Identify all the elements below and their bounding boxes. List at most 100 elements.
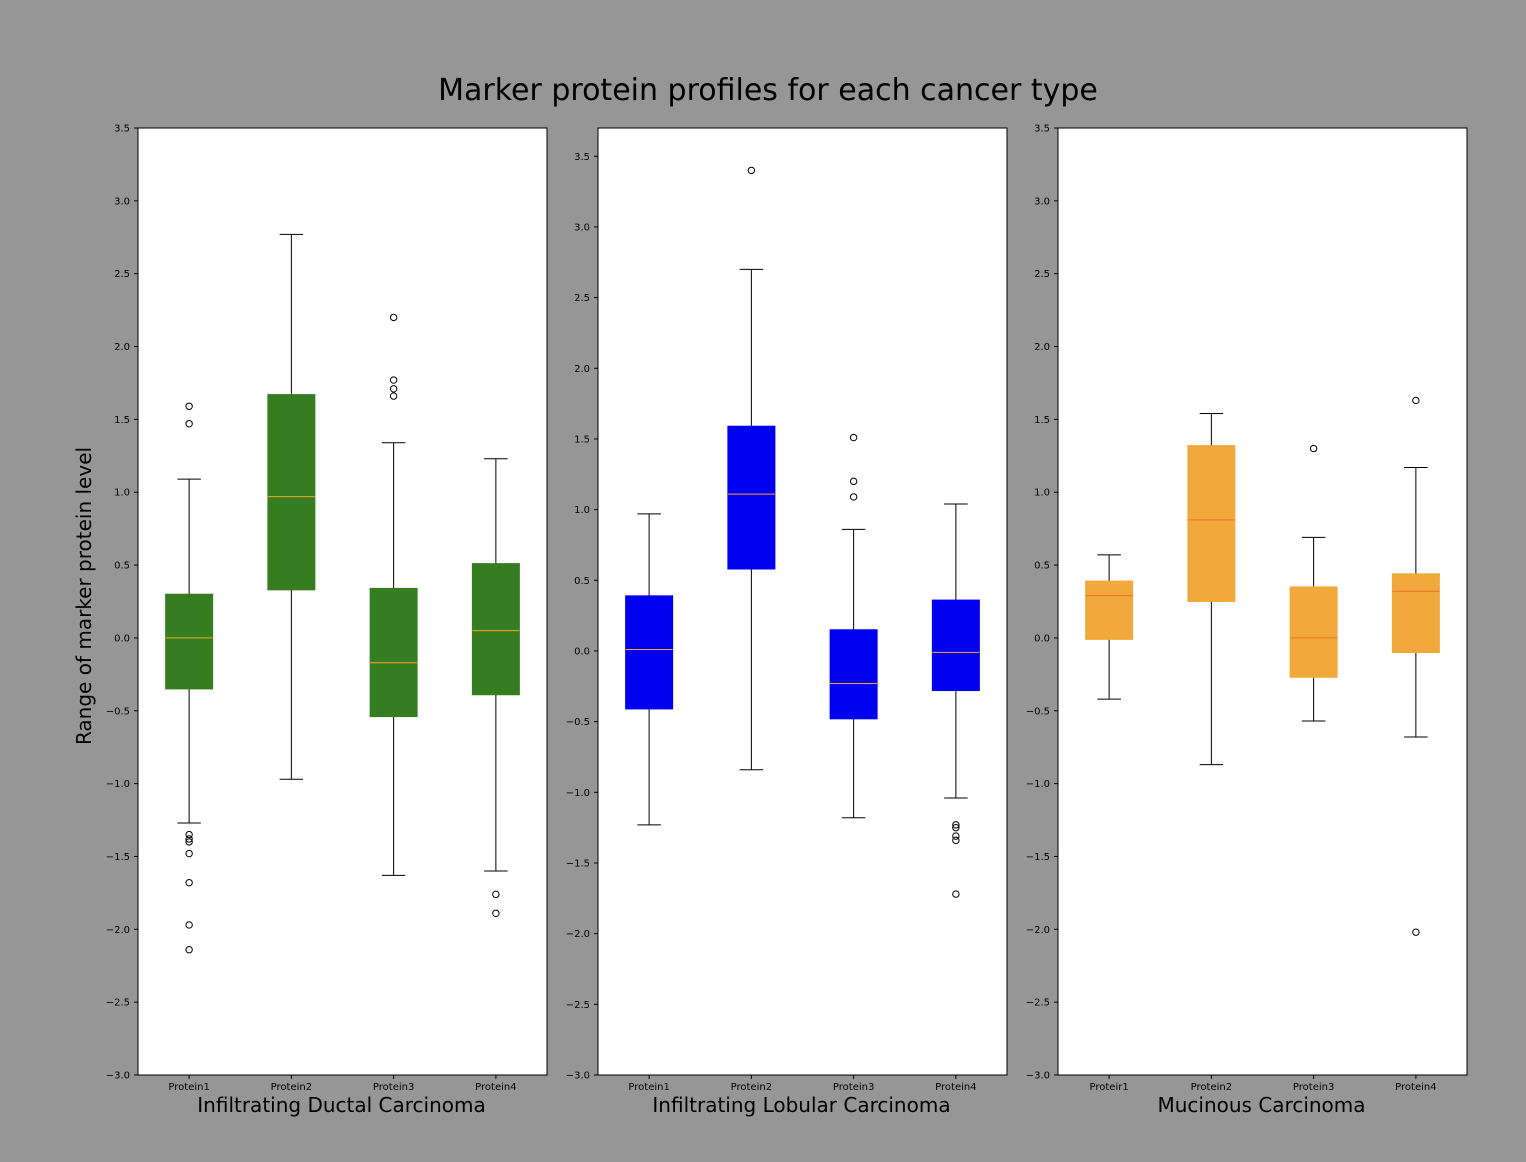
outlier-point — [389, 313, 398, 322]
outlier-point — [492, 909, 500, 917]
y-tick-label: −2.5 — [106, 998, 130, 1009]
y-tick-label: 3.5 — [114, 124, 130, 135]
outlier-point — [185, 830, 193, 839]
box-2 — [727, 166, 776, 771]
outlier-point — [185, 921, 193, 929]
x-tick-label: Protein2 — [271, 1082, 312, 1093]
outlier-point — [185, 402, 193, 410]
panel-3: 3.5 3.0 2.5 2.0 1.5 1.0 0.5 0.0 −0.5 −1.0 −1.5 −2.0… — [1026, 124, 1468, 1117]
iqr-box — [1187, 445, 1236, 602]
outlier-point — [185, 835, 193, 843]
y-tick-label: −1.0 — [566, 788, 590, 799]
outlier-point — [952, 890, 960, 898]
y-tick-label: −1.0 — [106, 779, 130, 790]
iqr-box — [267, 394, 316, 591]
box-3 — [829, 433, 878, 819]
outlier-point — [849, 493, 858, 501]
outlier-point — [389, 376, 398, 384]
iqr-box — [1391, 573, 1440, 653]
panel-2: 3.5 3.0 2.5 2.0 1.5 1.0 0.5 0.0 −0.5 −1.0 −1.5 −2.0… — [566, 127, 1008, 1117]
panel-title: Infiltrating Lobular Carcinoma — [652, 1093, 950, 1117]
y-tick-label: 1.0 — [114, 488, 130, 499]
y-tick-label: 3.0 — [574, 222, 590, 233]
panel-1: 3.5 3.0 2.5 2.0 1.5 1.0 0.5 0.0 −0.5 −1.0 −1.5 −2.0… — [106, 124, 548, 1117]
outlier-point — [1412, 396, 1420, 405]
outlier-point — [185, 838, 193, 846]
iqr-box — [1085, 580, 1134, 640]
box-2 — [267, 233, 316, 780]
y-tick-label: −2.0 — [1026, 925, 1050, 936]
y-tick-label: −3.0 — [1026, 1071, 1050, 1082]
x-tick-label: Proteir1 — [1090, 1082, 1129, 1093]
x-tick-label: Protein2 — [731, 1082, 772, 1093]
y-tick-label: 1.5 — [1034, 415, 1050, 426]
x-tick-label: Protein1 — [628, 1082, 669, 1093]
iqr-box — [625, 595, 674, 710]
x-tick-label: Protein4 — [935, 1082, 976, 1093]
outlier-point — [1309, 444, 1318, 453]
y-tick-label: 2.5 — [114, 269, 130, 280]
y-tick-label: −2.0 — [106, 925, 130, 936]
y-tick-label: −0.5 — [566, 717, 590, 728]
box-4 — [471, 458, 520, 917]
y-tick-label: −2.5 — [1026, 998, 1050, 1009]
outlier-point — [389, 385, 398, 393]
outlier-point — [492, 890, 500, 899]
y-tick-label: 2.5 — [1034, 269, 1050, 280]
outlier-point — [952, 836, 960, 845]
y-tick-label: 0.0 — [114, 633, 130, 644]
y-tick-label: −1.5 — [1026, 852, 1050, 863]
outlier-point — [952, 821, 960, 829]
iqr-box — [931, 599, 980, 692]
y-tick-label: 0.5 — [114, 561, 130, 572]
x-tick-label: Protein4 — [1395, 1082, 1436, 1093]
outlier-point — [952, 832, 960, 840]
y-tick-label: −2.5 — [566, 1000, 590, 1011]
box-3 — [1289, 444, 1338, 722]
x-tick-label: Protein3 — [833, 1082, 874, 1093]
figure-title: Marker protein profiles for each cancer … — [438, 73, 1098, 108]
y-tick-label: 1.5 — [114, 415, 130, 426]
y-tick-label: 0.0 — [1034, 633, 1050, 644]
y-tick-label: 3.5 — [1034, 124, 1050, 135]
x-tick-label: Protein3 — [373, 1082, 414, 1093]
y-tick-label: −1.5 — [566, 858, 590, 869]
x-tick-label: Protein4 — [475, 1082, 516, 1093]
x-tick-label: Protein2 — [1191, 1082, 1232, 1093]
outlier-point — [747, 166, 756, 175]
y-tick-label: 0.5 — [1034, 561, 1050, 572]
y-tick-label: −1.5 — [106, 852, 130, 863]
y-tick-label: −3.0 — [566, 1071, 590, 1082]
outlier-point — [185, 878, 193, 887]
y-tick-label: −3.0 — [106, 1071, 130, 1082]
outlier-point — [185, 849, 193, 858]
panels: 3.5 3.0 2.5 2.0 1.5 1.0 0.5 0.0 −0.5 −1.0 −1.5 −2.0… — [106, 124, 1468, 1117]
y-tick-label: 2.0 — [1034, 342, 1050, 353]
iqr-box — [1289, 586, 1338, 678]
y-tick-label: −1.0 — [1026, 779, 1050, 790]
y-tick-label: 1.5 — [574, 434, 590, 445]
box-2 — [1187, 413, 1236, 766]
y-tick-label: 3.0 — [114, 196, 130, 207]
iqr-box — [727, 425, 776, 570]
iqr-box — [369, 587, 418, 718]
outlier-point — [849, 477, 858, 486]
outlier-point — [952, 823, 960, 832]
x-tick-label: Protein1 — [168, 1082, 209, 1093]
iqr-box — [829, 629, 878, 720]
outlier-point — [185, 420, 193, 428]
panel-title: Mucinous Carcinoma — [1157, 1093, 1365, 1117]
y-tick-label: 0.5 — [574, 576, 590, 587]
y-tick-label: −2.0 — [566, 929, 590, 940]
panel-title: Infiltrating Ductal Carcinoma — [197, 1093, 485, 1117]
y-tick-label: 0.0 — [574, 646, 590, 657]
iqr-box — [165, 593, 214, 690]
y-tick-label: 1.0 — [574, 505, 590, 516]
y-axis-label: Range of marker protein level — [72, 447, 96, 745]
box-1 — [625, 513, 674, 826]
box-1 — [1085, 554, 1134, 700]
y-tick-label: 2.5 — [574, 293, 590, 304]
y-tick-label: 3.5 — [574, 152, 590, 163]
outlier-point — [185, 946, 193, 954]
